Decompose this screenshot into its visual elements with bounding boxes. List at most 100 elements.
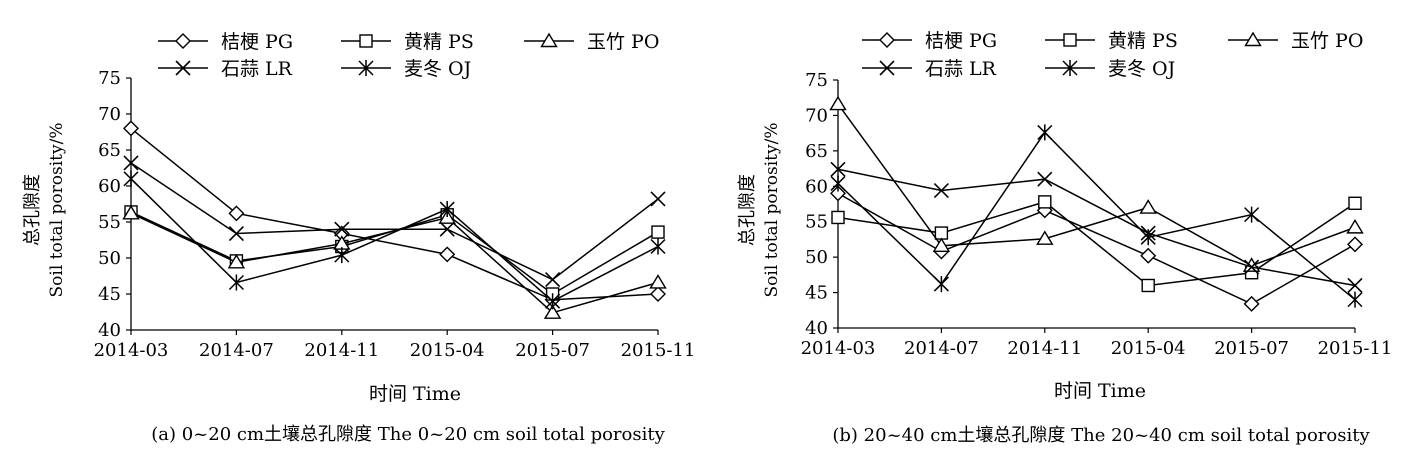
panel-a-data-point-3-3	[439, 221, 455, 237]
panel-a-data-point-0-5	[650, 286, 666, 302]
panel-a-data-point-4-4	[545, 293, 561, 310]
panel-b-data-point-1-2	[1038, 195, 1052, 209]
panel-a-data-point-3-0	[123, 155, 139, 171]
panel-b-series-line-4	[837, 131, 1356, 301]
panel-b-x-tick-label: 2014-03	[801, 338, 876, 359]
panel-a-x-tick-label: 2014-03	[94, 340, 169, 361]
panel-a-data-point-3-4	[545, 272, 561, 288]
panel-a-data-point-0-0	[123, 120, 139, 137]
panel-b-legend-label-0: 桔梗 PG	[925, 30, 997, 52]
panel-b-y-axis-label-en: Soil total porosity/%	[762, 123, 782, 298]
panel-a-data-point-3-2	[334, 221, 350, 237]
panel-b-data-point-2-5	[1346, 219, 1364, 234]
panel-b-x-tick-label: 2015-11	[1318, 338, 1393, 359]
panel-a-legend-marker-0	[175, 33, 191, 49]
panel-b-data-point-4-0	[830, 175, 846, 192]
panel-a-x-tick-label: 2015-11	[621, 340, 696, 361]
panel-a-data-point-4-3	[439, 201, 455, 218]
panel-a-data-point-2-1	[227, 253, 246, 269]
panel-b-data-point-1-5	[1348, 196, 1362, 210]
panel-b-x-tick-label: 2014-11	[1007, 338, 1082, 359]
panel-a-x-tick-label: 2015-04	[410, 340, 485, 361]
panel-b-data-point-2-3	[1139, 199, 1157, 214]
panel-b-legend-label-3: 石蒜 LR	[925, 58, 997, 80]
panel-b-y-tick-label: 75	[805, 70, 828, 91]
panel-a-legend-marker-1	[359, 34, 373, 48]
panel-a-legend-label-0: 桔梗 PG	[221, 31, 293, 53]
panel-a-y-axis-label-cn: 总孔隙度	[22, 174, 43, 246]
panel-b-data-point-1-1	[934, 226, 949, 240]
panel-b-legend-label-2: 玉竹 PO	[1291, 30, 1363, 52]
panel-b-x-tick-label: 2015-04	[1111, 338, 1186, 359]
panel-b-legend-marker-4	[1062, 60, 1078, 76]
panel-b-data-point-0-0	[830, 185, 846, 202]
panel-b-x-tick-label: 2014-07	[904, 338, 979, 359]
panel-b-data-point-3-5	[1347, 277, 1363, 294]
panel-a-data-point-4-1	[228, 274, 244, 291]
panel-a-data-point-2-5	[649, 274, 667, 289]
panel-a-chart: 40 45 50 55 60 65 70 75 2014-03 2014-07 2014-11 201…	[22, 31, 695, 445]
panel-b-data-point-1-3	[1141, 278, 1155, 293]
panel-b-data-point-0-3	[1140, 247, 1157, 264]
panel-b-data-point-3-0	[830, 161, 846, 177]
panel-b-data-point-4-3	[1140, 229, 1156, 246]
panel-b-data-point-0-4	[1243, 295, 1260, 312]
panel-b-data-point-3-1	[933, 182, 949, 199]
panel-a-caption: (a) 0~20 cm土壤总孔隙度 The 0~20 cm soil total…	[151, 424, 665, 445]
panel-b-y-tick-label: 60	[805, 176, 828, 197]
panel-a-y-tick-label: 45	[98, 284, 121, 305]
panel-b-data-point-2-0	[829, 95, 847, 111]
panel-b-legend-marker-0	[879, 32, 895, 48]
panel-a-series-line-0	[130, 127, 659, 301]
panel-a-legend-marker-3	[175, 60, 191, 76]
panel-b-data-point-4-1	[933, 276, 949, 293]
panel-b-caption: (b) 20~40 cm土壤总孔隙度 The 20~40 cm soil tot…	[832, 425, 1370, 446]
panel-b-chart: 40 45 50 55 60 65 70 75 2014-03 2014-07 2014-11 201…	[737, 30, 1392, 446]
panel-b-data-point-0-5	[1347, 236, 1363, 253]
panel-a-y-tick-label: 60	[98, 176, 121, 197]
panel-a-data-point-4-0	[123, 170, 139, 187]
panel-b-y-tick-label: 40	[805, 318, 828, 339]
panel-a-legend-label-3: 石蒜 LR	[221, 58, 293, 80]
panel-b-data-point-2-1	[932, 237, 951, 253]
panel-a-x-axis-label: 时间 Time	[369, 383, 461, 405]
panel-a-series-line-1	[130, 211, 659, 295]
panel-b-data-point-3-4	[1244, 259, 1260, 275]
panel-a-legend-label-4: 麦冬 OJ	[404, 58, 471, 80]
panel-a-y-tick-label: 55	[98, 212, 121, 233]
panel-a-y-tick-label: 40	[98, 320, 121, 341]
panel-b-legend-marker-2	[1244, 31, 1262, 47]
panel-b-data-point-4-4	[1244, 206, 1260, 223]
panel-a-x-tick-label: 2015-07	[515, 340, 590, 361]
panel-a-y-tick-label: 50	[98, 248, 121, 269]
panel-a-data-point-4-5	[650, 238, 666, 255]
panel-a-series-line-2	[130, 212, 659, 314]
panel-a-data-point-3-1	[228, 225, 244, 242]
panel-b-data-point-1-0	[831, 210, 845, 225]
panel-b-y-tick-label: 45	[805, 283, 828, 304]
panel-b-data-point-2-2	[1036, 230, 1054, 245]
panel-b-y-axis-label-cn: 总孔隙度	[737, 174, 758, 246]
panel-b-legend-label-4: 麦冬 OJ	[1108, 58, 1175, 80]
panel-b-y-tick-label: 55	[805, 212, 828, 233]
panel-b-legend-label-1: 黄精 PS	[1108, 30, 1178, 52]
panel-a-data-point-2-4	[543, 304, 562, 319]
panel-a-data-point-3-5	[650, 191, 666, 207]
panel-a-y-axis-label-en: Soil total porosity/%	[47, 123, 67, 298]
panel-a-legend-label-2: 玉竹 PO	[587, 31, 659, 53]
panel-b-data-point-4-5	[1347, 291, 1363, 308]
panel-b-legend-marker-3	[879, 60, 895, 76]
panel-a-y-tick-label: 65	[98, 140, 121, 161]
panel-a-series-line-3	[130, 162, 659, 281]
panel-b-y-tick-label: 50	[805, 247, 828, 268]
panel-a-x-tick-label: 2014-11	[304, 340, 379, 361]
panel-a-data-point-0-1	[228, 205, 245, 222]
panel-b-legend-marker-1	[1063, 33, 1077, 47]
panel-b-data-point-3-2	[1037, 171, 1053, 187]
panel-a-y-tick-label: 70	[98, 104, 121, 125]
panel-b-x-tick-label: 2015-07	[1214, 338, 1289, 359]
panel-a-data-point-1-5	[651, 225, 665, 239]
panel-a-data-point-0-3	[439, 246, 456, 263]
panel-a-y-tick-label: 75	[98, 68, 121, 89]
